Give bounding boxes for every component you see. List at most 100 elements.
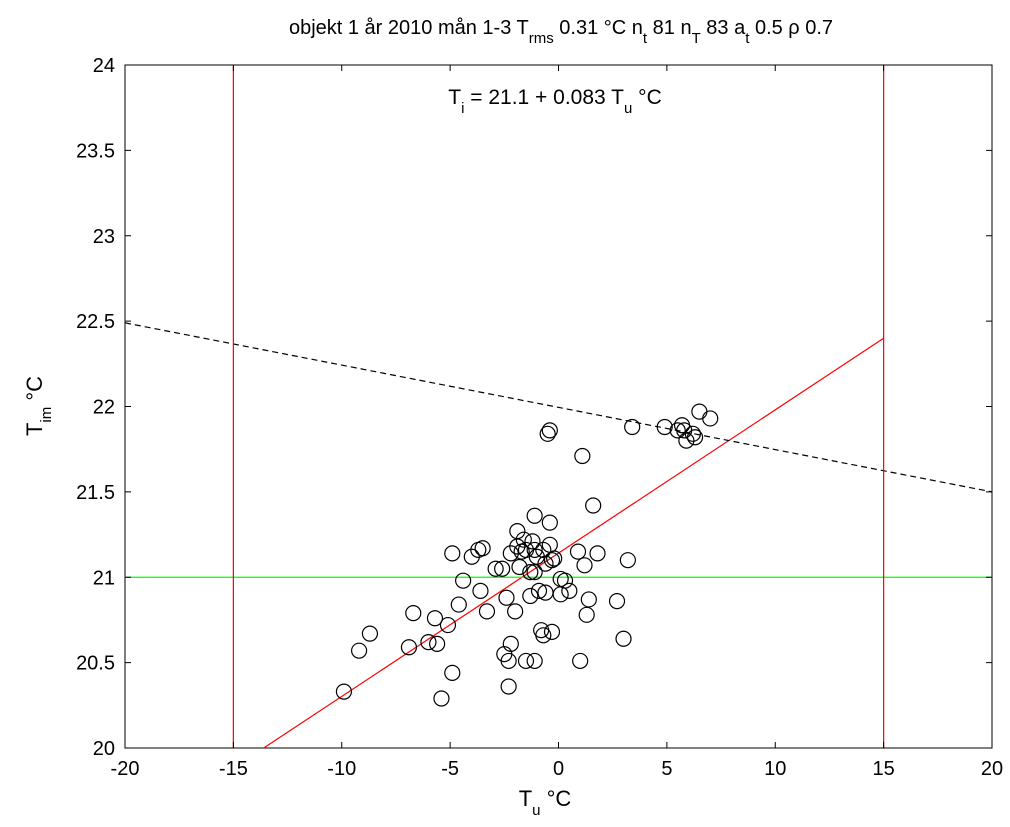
- title-segment: 81 n: [647, 17, 691, 39]
- data-point: [444, 664, 461, 681]
- title-segment: rms: [529, 30, 554, 47]
- x-tick-label: 5: [661, 758, 672, 780]
- data-point: [619, 552, 636, 569]
- x-label-part: u: [532, 802, 540, 819]
- data-point: [474, 540, 491, 557]
- data-point: [498, 589, 515, 606]
- data-point: [511, 558, 528, 576]
- x-tick-label: -10: [327, 758, 356, 780]
- data-point: [608, 593, 626, 610]
- data-point: [530, 582, 548, 600]
- data-point: [494, 560, 511, 577]
- title-segment: T: [692, 30, 701, 47]
- y-tick-label: 23.5: [76, 140, 115, 162]
- data-point: [487, 560, 504, 577]
- data-point: [539, 425, 556, 442]
- data-point: [589, 545, 606, 562]
- data-point: [335, 683, 353, 700]
- data-point: [578, 606, 595, 623]
- data-point: [535, 627, 552, 644]
- data-point: [541, 422, 558, 439]
- annotation-part: °C: [632, 86, 661, 109]
- title-segment: t: [745, 30, 750, 47]
- y-tick-label: 21: [93, 567, 115, 589]
- data-point: [502, 545, 519, 562]
- data-point: [702, 410, 719, 427]
- data-point: [526, 564, 543, 581]
- data-point: [526, 652, 543, 670]
- data-point: [507, 603, 524, 620]
- data-point: [678, 432, 695, 449]
- data-point: [656, 418, 673, 436]
- regression-line: [263, 337, 884, 749]
- data-point: [472, 582, 489, 600]
- data-point: [500, 678, 517, 695]
- data-point: [585, 497, 602, 514]
- data-point: [572, 652, 589, 670]
- data-point: [478, 603, 496, 620]
- data-point: [509, 538, 526, 555]
- y-tick-label: 23: [93, 226, 115, 248]
- data-point: [444, 545, 461, 562]
- y-label-part: T: [22, 423, 47, 436]
- y-tick-label: 21.5: [76, 482, 115, 504]
- data-point: [405, 605, 422, 622]
- data-point: [526, 507, 543, 524]
- y-label-part: im: [38, 407, 55, 423]
- data-point: [684, 425, 701, 442]
- annotation-part: i: [461, 100, 464, 117]
- data-point: [517, 652, 535, 670]
- annotation-part: u: [624, 100, 632, 117]
- data-point: [546, 550, 563, 567]
- data-point: [580, 591, 597, 608]
- data-point: [526, 541, 543, 559]
- data-point: [686, 429, 704, 446]
- annotation-part: = 21.1 + 0.083 T: [464, 86, 624, 109]
- data-point: [433, 690, 450, 707]
- x-axis-label: Tu °C: [519, 786, 572, 819]
- data-point: [615, 630, 632, 647]
- y-tick-label: 22: [93, 397, 115, 419]
- x-label-part: °C: [540, 786, 571, 811]
- data-point: [543, 552, 561, 569]
- y-axis-label: Tim °C: [22, 376, 55, 436]
- data-point: [500, 652, 517, 670]
- data-point: [576, 557, 593, 574]
- y-tick-label: 20.5: [76, 653, 115, 675]
- x-tick-label: 10: [764, 758, 786, 780]
- data-point: [541, 514, 558, 531]
- data-point: [429, 635, 446, 652]
- chart-title: objekt 1 år 2010 mån 1-3 Trms 0.31 °C nt…: [289, 17, 833, 47]
- data-point: [522, 587, 539, 605]
- data-point: [455, 572, 472, 589]
- x-tick-label: -15: [219, 758, 248, 780]
- data-point: [522, 564, 539, 581]
- plot-area: [124, 64, 993, 749]
- data-point: [524, 533, 541, 550]
- dashed-line: [124, 322, 993, 493]
- x-tick-label: -5: [441, 758, 459, 780]
- title-segment: 83 a: [701, 17, 746, 39]
- x-label-part: T: [519, 786, 532, 811]
- data-point: [561, 582, 578, 600]
- regression-equation: Ti = 21.1 + 0.083 Tu °C: [448, 86, 662, 117]
- x-tick-label: 0: [553, 758, 564, 780]
- y-tick-label: 22.5: [76, 311, 115, 333]
- x-tick-label: -20: [111, 758, 140, 780]
- data-point: [463, 548, 480, 565]
- data-point: [361, 625, 379, 642]
- y-tick-label: 24: [93, 55, 115, 77]
- y-tick-label: 20: [93, 738, 115, 760]
- title-segment: 0.31 °C n: [554, 17, 643, 39]
- title-segment: objekt 1 år 2010 mån 1-3 T: [289, 17, 529, 39]
- annotation-part: T: [448, 86, 461, 109]
- data-point: [543, 623, 561, 640]
- title-segment: 0.5 ρ 0.7: [749, 17, 833, 39]
- data-point: [350, 642, 368, 659]
- data-point: [426, 610, 444, 627]
- data-point: [515, 531, 532, 548]
- data-point: [450, 596, 467, 613]
- data-point: [420, 634, 437, 651]
- title-segment: t: [643, 30, 648, 47]
